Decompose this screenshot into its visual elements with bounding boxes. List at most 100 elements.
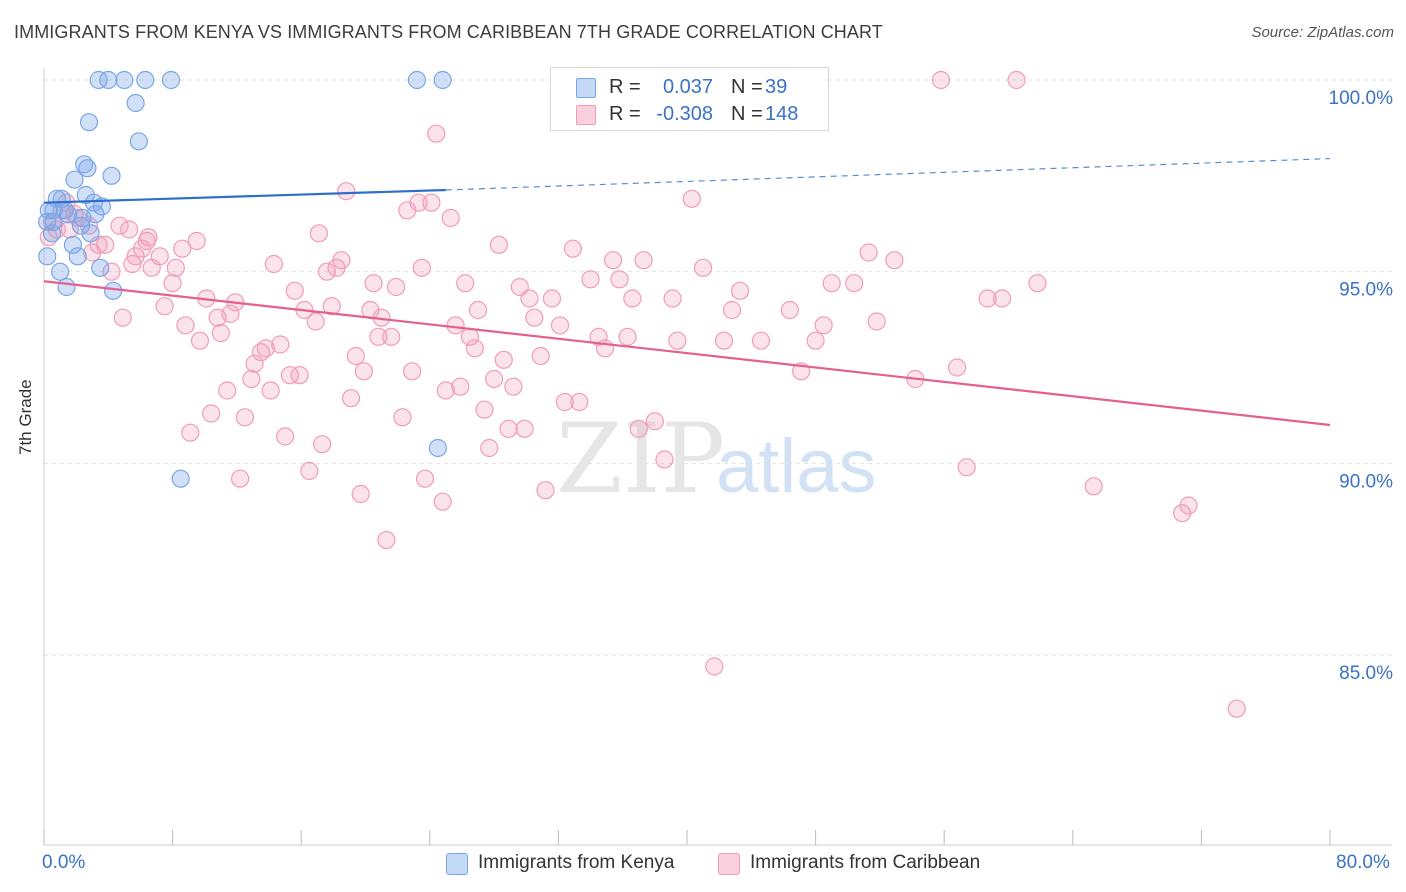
caribbean-point <box>520 289 539 308</box>
kenya-point <box>99 70 118 90</box>
kenya-point <box>79 113 99 132</box>
caribbean-point <box>531 346 550 366</box>
caribbean-point <box>309 224 328 243</box>
caribbean-point <box>102 262 121 281</box>
caribbean-point <box>845 274 864 293</box>
y-tick-label: 85.0% <box>1339 663 1393 684</box>
kenya-point <box>407 70 427 90</box>
axes <box>43 68 1392 846</box>
caribbean-point <box>422 193 441 212</box>
kenya-point <box>55 201 74 220</box>
legend-r-value: 0.037 <box>662 76 713 98</box>
kenya-point <box>171 469 190 488</box>
caribbean-point <box>806 331 825 350</box>
caribbean-point <box>285 281 304 300</box>
caribbean-point <box>166 258 185 277</box>
kenya-point <box>44 212 63 231</box>
caribbean-point <box>1007 70 1026 90</box>
caribbean-point <box>256 339 275 358</box>
caribbean-point <box>494 350 513 369</box>
caribbean-point <box>393 408 412 427</box>
caribbean-point <box>306 312 325 331</box>
caribbean-point <box>221 304 240 323</box>
trend-lines <box>43 157 1331 427</box>
y-tick-label: 90.0% <box>1339 471 1393 492</box>
caribbean-point <box>485 369 504 389</box>
caribbean-point <box>634 251 653 270</box>
series-legend: Immigrants from Kenya Immigrants from Ca… <box>0 852 1406 878</box>
caribbean-point <box>271 335 290 354</box>
stats-legend: R = 0.037 N = 39 R = -0.308 N = 148 <box>550 67 829 131</box>
kenya-trend-line <box>43 188 446 204</box>
caribbean-point <box>369 327 388 346</box>
legend-row-kenya: R = 0.037 N = 39 <box>551 73 828 101</box>
watermark-atlas: atlas <box>716 424 877 509</box>
caribbean-point <box>885 251 904 270</box>
caribbean-point <box>95 235 115 254</box>
caribbean-point <box>957 458 976 477</box>
y-tick-label: 100.0% <box>1329 88 1394 109</box>
caribbean-point <box>581 270 600 289</box>
caribbean-point <box>190 331 210 350</box>
x-tick-right: 80.0% <box>1336 852 1390 873</box>
kenya-point <box>78 159 97 178</box>
caribbean-point <box>341 389 361 408</box>
y-tick-label: 95.0% <box>1339 280 1393 301</box>
caribbean-point <box>722 300 742 320</box>
caribbean-point <box>489 235 509 254</box>
caribbean-point <box>139 228 158 247</box>
caribbean-point <box>499 419 518 438</box>
y-axis-label: 7th Grade <box>16 379 35 455</box>
kenya-point <box>129 132 148 151</box>
watermark: ZIP atlas <box>556 403 877 515</box>
caribbean-point <box>570 392 589 412</box>
kenya-legend-label: Immigrants from Kenya <box>478 852 675 873</box>
caribbean-point <box>504 377 523 396</box>
caribbean-point <box>120 220 139 239</box>
caribbean-point <box>187 231 206 251</box>
caribbean-point <box>386 277 406 297</box>
chart-title: IMMIGRANTS FROM KENYA VS IMMIGRANTS FROM… <box>14 22 883 42</box>
caribbean-point <box>655 450 674 469</box>
caribbean-point <box>978 289 997 308</box>
kenya-point <box>433 70 452 90</box>
kenya-swatch <box>576 78 596 98</box>
caribbean-point <box>173 239 192 258</box>
legend-n-label: N = <box>731 76 763 98</box>
caribbean-point <box>629 419 648 438</box>
caribbean-point <box>1028 274 1047 293</box>
caribbean-point <box>441 208 460 228</box>
kenya-point <box>57 277 76 297</box>
caribbean-point <box>377 530 396 550</box>
caribbean-point <box>456 274 475 293</box>
caribbean-point <box>515 419 534 438</box>
caribbean-point <box>436 381 455 400</box>
kenya-point <box>126 93 145 113</box>
legend-r-label: R = <box>609 76 641 98</box>
caribbean-point <box>113 308 132 327</box>
kenya-point <box>102 166 121 185</box>
caribbean-point <box>859 243 878 262</box>
caribbean-point <box>525 308 544 327</box>
caribbean-point <box>409 193 428 212</box>
caribbean-point <box>475 400 494 419</box>
caribbean-point <box>446 316 465 335</box>
caribbean-point <box>382 327 401 346</box>
caribbean-point <box>610 270 629 289</box>
kenya-point <box>42 224 62 243</box>
caribbean-swatch <box>576 105 596 125</box>
caribbean-point <box>992 289 1012 308</box>
kenya-point <box>81 224 100 243</box>
caribbean-point <box>150 247 169 266</box>
caribbean-point <box>261 381 280 400</box>
caribbean-point <box>663 289 682 308</box>
caribbean-point <box>155 297 174 316</box>
caribbean-trend-line <box>43 280 1331 427</box>
caribbean-point <box>693 258 713 277</box>
kenya-point <box>63 235 83 254</box>
kenya-legend-swatch <box>446 853 468 875</box>
caribbean-legend-label: Immigrants from Caribbean <box>750 852 981 873</box>
kenya-point <box>71 216 91 235</box>
caribbean-point <box>555 392 574 412</box>
caribbean-point <box>645 412 664 431</box>
